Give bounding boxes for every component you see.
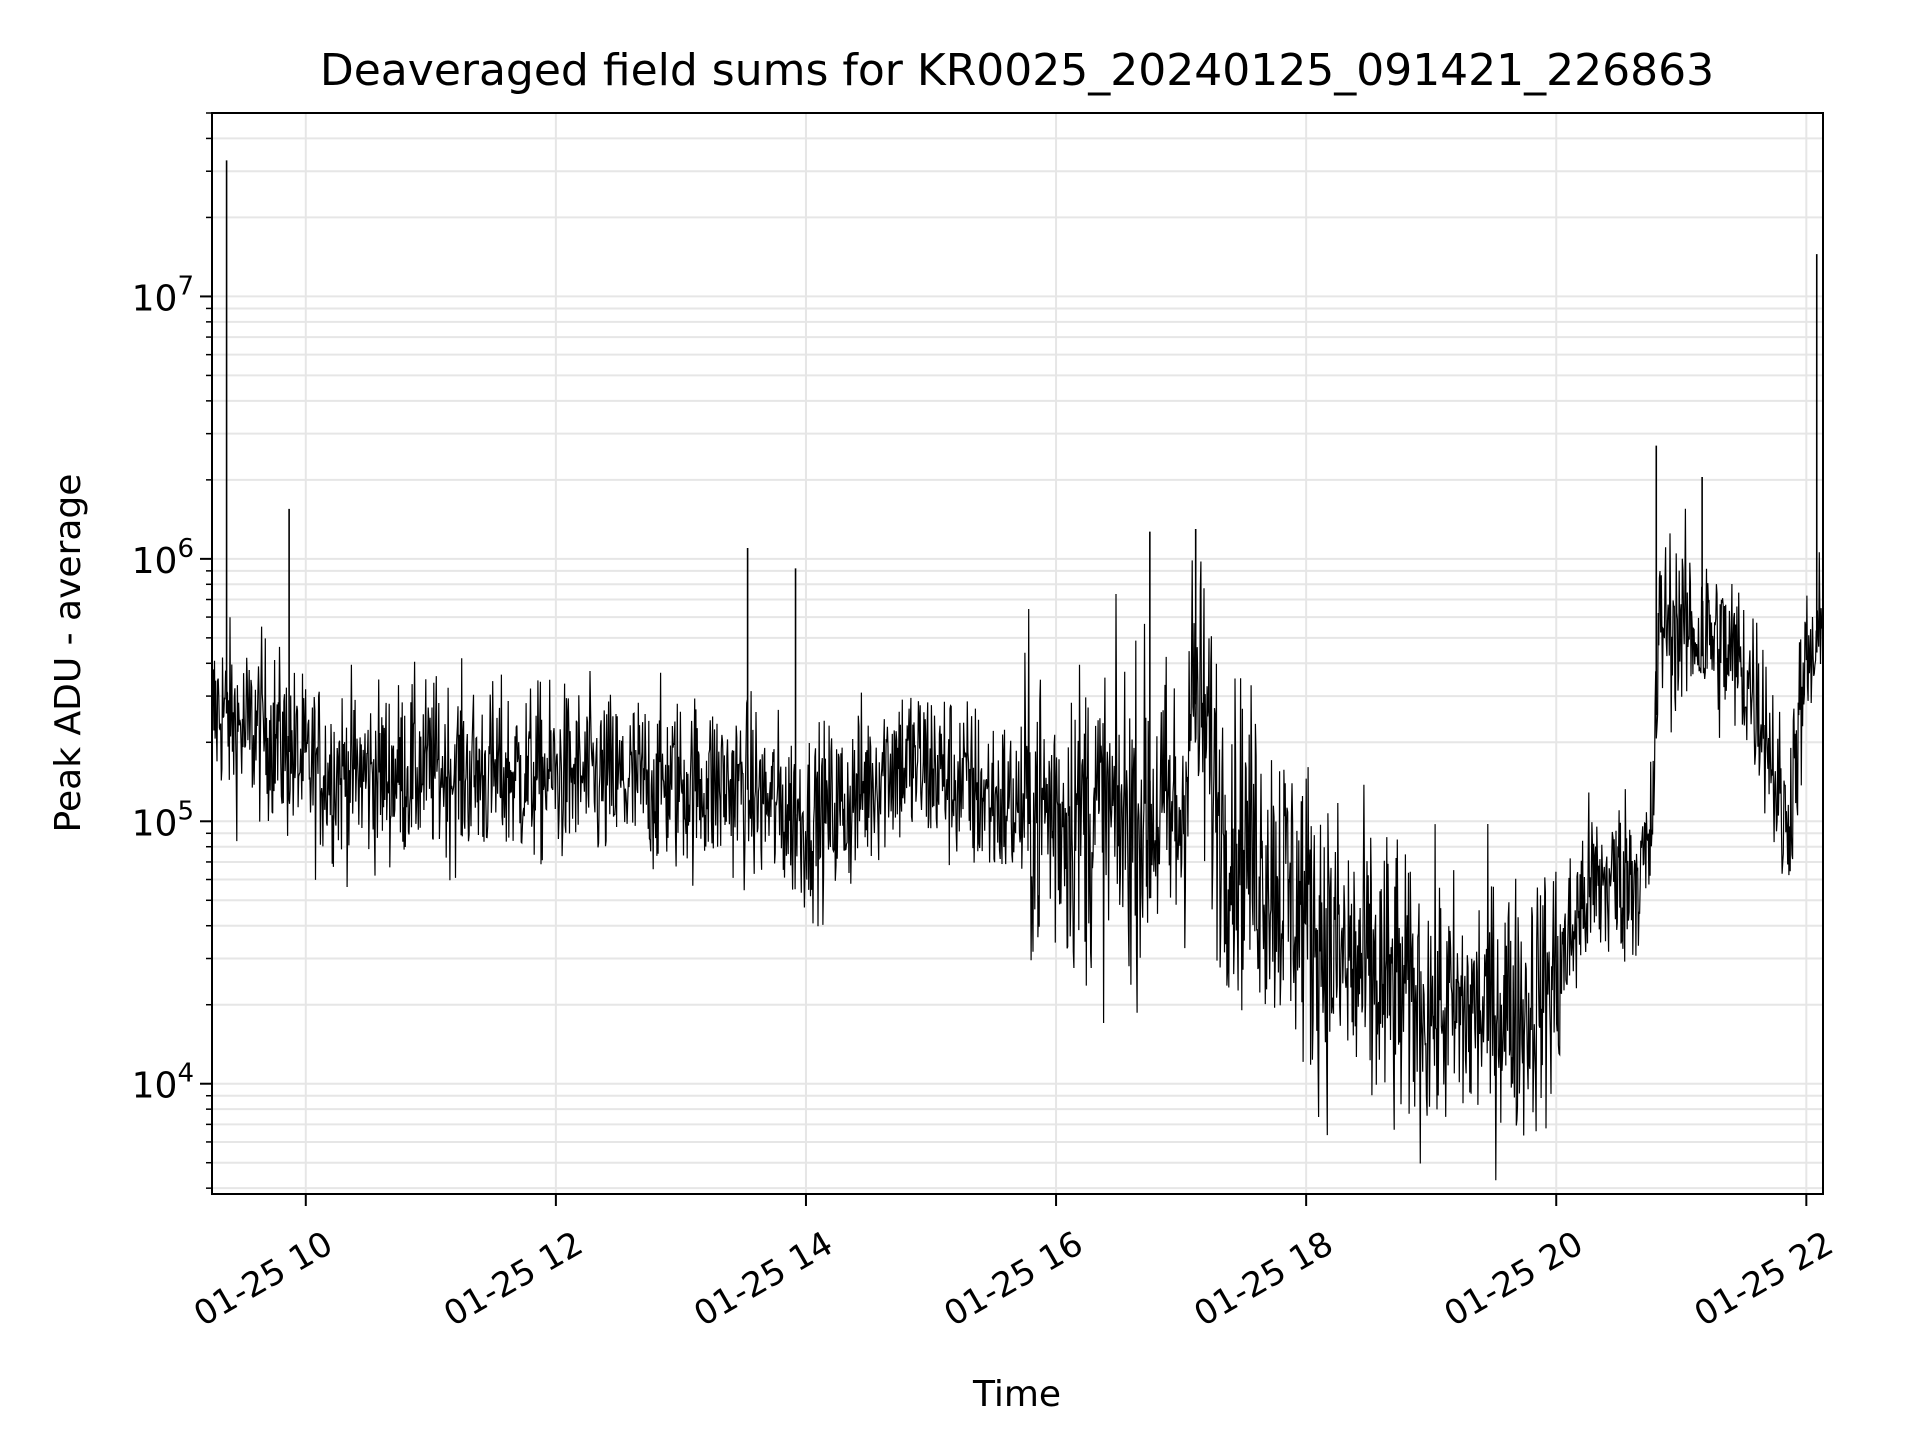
axes-frame (211, 112, 1824, 1195)
chart-title: Deaveraged field sums for KR0025_2024012… (320, 45, 1714, 96)
plot-area (211, 160, 1824, 1181)
y-tick-label: 106 (132, 534, 194, 582)
series-line (211, 508, 1824, 1181)
y-tick-label: 107 (132, 271, 194, 319)
y-tick-label: 105 (132, 796, 194, 844)
y-tick-label: 104 (132, 1059, 194, 1107)
x-axis-label: Time (972, 1374, 1061, 1415)
y-axis-label: Peak ADU - average (48, 474, 89, 833)
y-axis: 104 105 106 107 (132, 112, 212, 1189)
